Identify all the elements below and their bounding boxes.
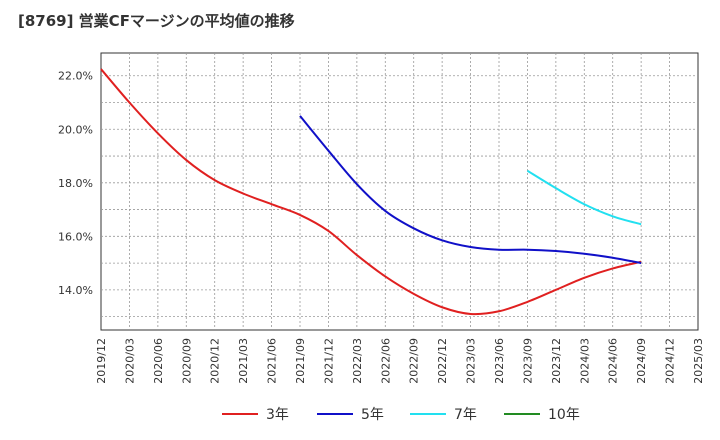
x-tick-label: 2023/12 xyxy=(550,338,563,384)
x-tick-label: 2020/06 xyxy=(152,338,165,384)
legend: 3年 5年 7年 10年 xyxy=(222,407,580,423)
x-tick-label: 2024/12 xyxy=(664,338,677,384)
x-tick-label: 2019/12 xyxy=(95,338,108,384)
grid-lines xyxy=(101,53,698,330)
x-tick-label: 2023/06 xyxy=(493,338,506,384)
series-line-1 xyxy=(299,115,642,265)
x-tick-label: 2024/09 xyxy=(635,338,648,384)
x-tick-label: 2023/09 xyxy=(521,338,534,384)
x-tick-label: 2020/03 xyxy=(123,338,136,384)
series-line-2 xyxy=(526,169,642,226)
plot-area xyxy=(100,52,699,331)
y-tick-label: 14.0% xyxy=(58,284,93,297)
x-tick-label: 2021/09 xyxy=(294,338,307,384)
x-tick-label: 2025/03 xyxy=(692,338,705,384)
x-tick-label: 2024/03 xyxy=(578,338,591,384)
x-tick-label: 2020/12 xyxy=(209,338,222,384)
x-tick-label: 2024/06 xyxy=(607,338,620,384)
series-lines xyxy=(100,68,642,316)
legend-label: 5年 xyxy=(361,407,384,423)
x-tick-label: 2022/09 xyxy=(408,338,421,384)
x-tick-label: 2021/12 xyxy=(322,338,335,384)
y-axis-ticks: 14.0% 16.0% 18.0% 20.0% 22.0% xyxy=(58,70,93,297)
legend-label: 10年 xyxy=(548,407,580,423)
x-tick-label: 2023/03 xyxy=(465,338,478,384)
chart-title: [8769] 営業CFマージンの平均値の推移 xyxy=(18,12,295,30)
x-tick-label: 2021/03 xyxy=(237,338,250,384)
x-tick-label: 2022/03 xyxy=(351,338,364,384)
y-tick-label: 16.0% xyxy=(58,230,93,243)
legend-label: 3年 xyxy=(266,407,289,423)
x-tick-label: 2022/12 xyxy=(436,338,449,384)
y-tick-label: 18.0% xyxy=(58,177,93,190)
plot-frame xyxy=(100,52,699,331)
x-tick-label: 2020/09 xyxy=(180,338,193,384)
x-axis-ticks: 2019/12 2020/03 2020/06 2020/09 2020/12 2021/… xyxy=(95,338,705,384)
y-tick-label: 22.0% xyxy=(58,70,93,83)
series-line-0 xyxy=(100,68,642,316)
y-tick-label: 20.0% xyxy=(58,123,93,136)
x-tick-label: 2021/06 xyxy=(266,338,279,384)
x-tick-label: 2022/06 xyxy=(379,338,392,384)
legend-label: 7年 xyxy=(454,407,477,423)
